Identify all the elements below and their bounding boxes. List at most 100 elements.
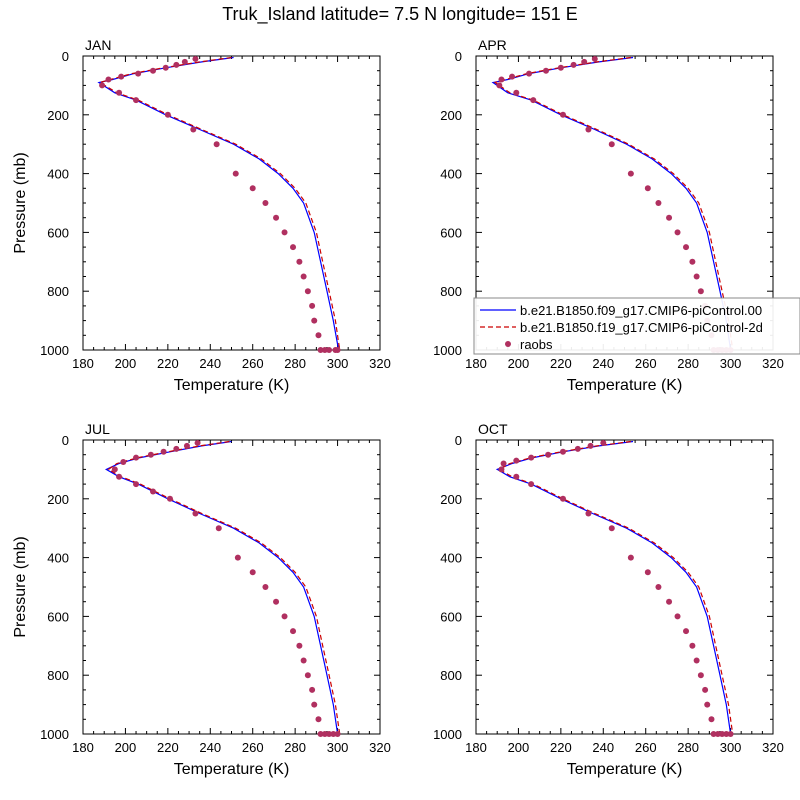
raobs-marker [296, 258, 303, 265]
x-tick-label: 200 [508, 356, 530, 371]
x-tick-label: 300 [720, 740, 742, 755]
raobs-marker [608, 525, 615, 532]
y-tick-label: 800 [47, 668, 69, 683]
raobs-marker [710, 731, 717, 737]
raobs-marker [683, 628, 690, 635]
x-tick-label: 240 [199, 356, 221, 371]
raobs-marker [192, 510, 199, 517]
raobs-marker [111, 466, 118, 473]
y-axis-label: Pressure (mb) [12, 536, 29, 637]
x-tick-label: 300 [720, 356, 742, 371]
x-tick-label: 220 [550, 740, 572, 755]
raobs-marker [689, 258, 696, 265]
y-tick-label: 1000 [40, 727, 69, 742]
x-tick-label: 260 [242, 740, 264, 755]
raobs-marker [559, 495, 566, 502]
raobs-marker [150, 67, 157, 74]
raobs-marker [513, 89, 520, 96]
raobs-marker [666, 598, 673, 605]
y-tick-label: 0 [62, 433, 69, 448]
raobs-marker [304, 672, 311, 679]
y-tick-label: 400 [47, 167, 69, 182]
raobs-marker [162, 64, 169, 71]
x-tick-label: 240 [592, 740, 614, 755]
y-tick-label: 600 [47, 225, 69, 240]
plot-frame [82, 55, 381, 351]
plot-frame [82, 439, 381, 735]
y-tick-label: 200 [47, 108, 69, 123]
raobs-marker [513, 473, 520, 480]
raobs-marker [559, 448, 566, 455]
series-line-dashed [498, 440, 734, 735]
panel-label: JUL [85, 421, 110, 437]
raobs-marker [591, 55, 598, 62]
raobs-marker [321, 731, 328, 737]
panel-jan: JAN 180 200 220 240 260 280 300 320 0 200 400 600 800… [12, 37, 391, 394]
raobs-marker [173, 61, 180, 68]
y-tick-label: 0 [62, 49, 69, 64]
raobs-marker [133, 481, 140, 488]
raobs-marker [315, 716, 322, 723]
raobs-marker [166, 495, 173, 502]
x-tick-label: 280 [284, 740, 306, 755]
raobs-marker [528, 481, 535, 488]
raobs-marker [655, 200, 662, 206]
x-axis-label: Temperature (K) [174, 761, 290, 778]
panel-label: JAN [85, 37, 111, 53]
figure-title: Truk_Island latitude= 7.5 N longitude= 1… [222, 4, 578, 24]
y-tick-label: 400 [440, 167, 462, 182]
raobs-marker [697, 288, 704, 295]
raobs-marker [133, 97, 140, 104]
raobs-marker [587, 442, 594, 449]
raobs-marker [120, 459, 127, 466]
x-tick-label: 180 [465, 740, 487, 755]
raobs-marker [585, 126, 592, 133]
raobs-marker [526, 70, 533, 77]
series-line-solid [104, 440, 339, 735]
raobs-marker [249, 569, 256, 576]
raobs-marker [249, 185, 256, 192]
raobs-marker [311, 701, 318, 708]
raobs-marker [190, 126, 197, 133]
plot-frame [475, 439, 774, 735]
raobs-marker [627, 170, 634, 177]
raobs-marker [215, 525, 222, 532]
y-tick-label: 1000 [433, 727, 462, 742]
raobs-marker [133, 454, 140, 461]
legend-label: b.e21.B1850.f19_g17.CMIP6-piControl-2d [520, 320, 763, 335]
raobs-marker [559, 111, 566, 118]
raobs-marker [99, 82, 106, 89]
raobs-marker [262, 200, 269, 206]
y-tick-label: 800 [440, 284, 462, 299]
raobs-marker [194, 439, 201, 446]
raobs-marker [326, 731, 333, 737]
raobs-marker [300, 657, 307, 664]
legend-marker [505, 341, 511, 347]
raobs-marker [116, 473, 123, 480]
x-tick-label: 280 [677, 740, 699, 755]
y-axis-label: Pressure (mb) [12, 152, 29, 253]
raobs-marker [719, 731, 726, 737]
x-tick-label: 260 [635, 740, 657, 755]
x-axis-label: Temperature (K) [174, 377, 290, 394]
series-line-dashed [98, 56, 341, 351]
raobs-marker [309, 686, 316, 693]
raobs-marker [655, 584, 662, 590]
x-tick-label: 220 [157, 740, 179, 755]
legend-label: raobs [520, 337, 553, 352]
y-tick-label: 600 [440, 609, 462, 624]
raobs-marker [300, 273, 307, 280]
raobs-marker [213, 141, 220, 148]
raobs-marker [585, 510, 592, 517]
y-tick-label: 400 [440, 551, 462, 566]
raobs-marker [666, 214, 673, 221]
raobs-marker [530, 97, 537, 104]
legend-label: b.e21.B1850.f09_g17.CMIP6-piControl.00 [520, 303, 762, 318]
x-tick-label: 300 [327, 740, 349, 755]
raobs-marker [262, 584, 269, 590]
raobs-marker [330, 731, 337, 737]
x-tick-label: 200 [115, 356, 137, 371]
series-line-dashed [107, 440, 341, 735]
raobs-marker [311, 317, 318, 324]
y-tick-label: 400 [47, 551, 69, 566]
